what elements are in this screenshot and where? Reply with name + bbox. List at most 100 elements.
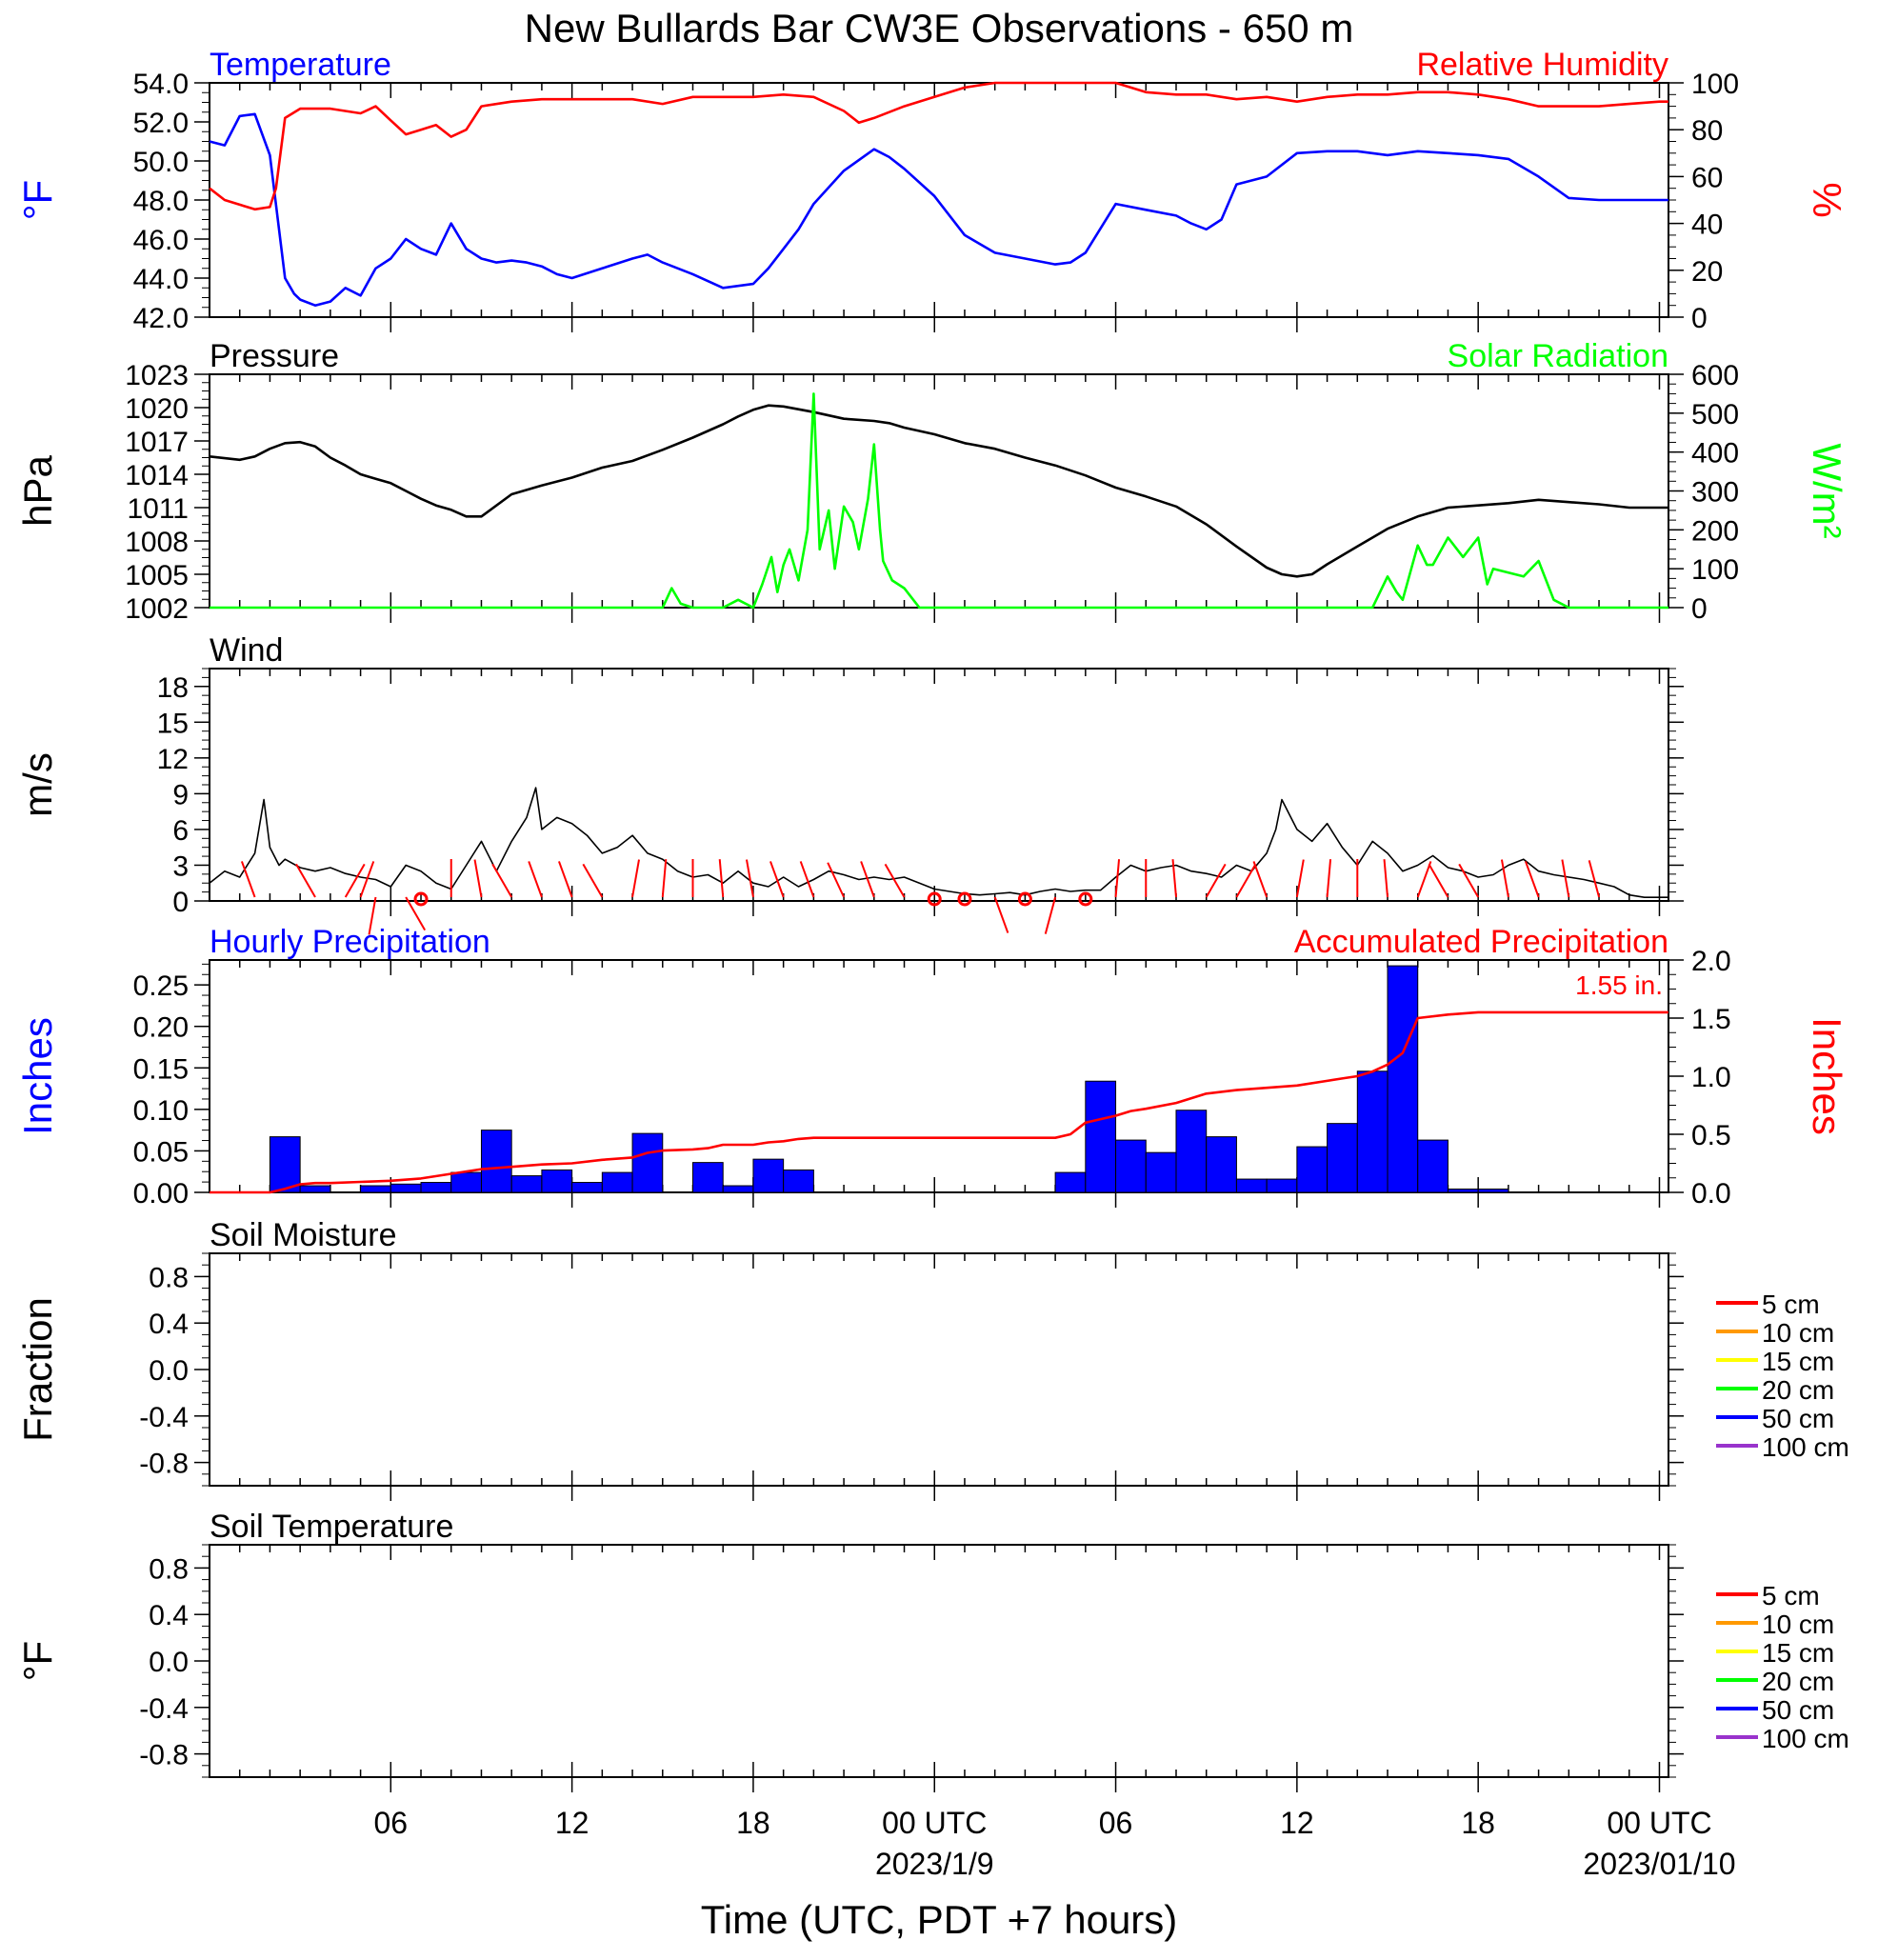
wind-barb [359, 861, 375, 898]
wind-barb [1416, 861, 1432, 898]
y-tick-label-left: 0.20 [133, 1012, 189, 1044]
x-tick-label: 18 [1461, 1806, 1495, 1840]
wind-barb [769, 861, 785, 898]
y-tick-label-left: 1017 [125, 427, 189, 458]
wind-calm-marker [1078, 891, 1093, 907]
precip-bar [1085, 1080, 1117, 1193]
y-tick-label-left: 0.8 [149, 1553, 189, 1585]
y-axis-title-left: °F [15, 180, 60, 220]
precip-bar [1115, 1139, 1147, 1193]
wind-barb [1295, 859, 1305, 898]
y-tick-label-left: 52.0 [133, 108, 189, 139]
panel-frame [209, 668, 1669, 902]
precip-bar [1327, 1123, 1358, 1193]
wind-barb [491, 863, 513, 898]
y-tick-label-right: 600 [1691, 360, 1739, 391]
panel-temp-rh [194, 81, 1684, 332]
wind-barb [1044, 896, 1057, 934]
y-tick-label-left: 0.0 [149, 1355, 189, 1387]
y-tick-label-right: 20 [1691, 256, 1723, 288]
wind-barb [746, 859, 754, 898]
panel-label-right: Solar Radiation [1448, 338, 1668, 374]
y-tick-label-left: 15 [157, 708, 189, 739]
y-tick-label-left: 46.0 [133, 225, 189, 256]
legend-label: 10 cm [1762, 1610, 1834, 1639]
wind-barb [993, 896, 1009, 933]
precip-bar [541, 1169, 573, 1193]
x-axis-title: Time (UTC, PDT +7 hours) [701, 1897, 1178, 1942]
y-tick-label-right: 100 [1691, 69, 1739, 100]
precip-bar [510, 1175, 543, 1193]
y-tick-label-left: 1023 [125, 360, 189, 391]
series-line-0 [209, 787, 1668, 899]
wind-barb [1588, 860, 1601, 898]
y-tick-label-left: 1011 [127, 493, 189, 525]
precip-bar [631, 1132, 664, 1193]
x-tick-label: 12 [555, 1806, 589, 1840]
panel-label-left: Soil Moisture [210, 1217, 397, 1253]
precip-bar [1477, 1189, 1509, 1193]
panel-label-left: Pressure [210, 338, 339, 374]
series-line-0 [209, 112, 1668, 308]
y-tick-label-left: -0.8 [139, 1740, 189, 1771]
wind-barb [582, 863, 604, 898]
panel-soil-moisture [194, 1252, 1758, 1501]
wind-calm-marker [413, 891, 429, 907]
panel-frame [209, 959, 1669, 1193]
precip-bar [299, 1185, 331, 1193]
wind-barb [661, 859, 668, 898]
precip-bar [1206, 1136, 1237, 1193]
total-annotation: 1.55 in. [1575, 970, 1663, 1000]
wind-barb [718, 859, 725, 898]
series-line-1 [210, 392, 1668, 610]
y-tick-label-left: 0 [172, 887, 189, 918]
wind-barb [799, 861, 815, 898]
x-tick-label: 06 [374, 1806, 409, 1840]
y-tick-label-left: 3 [172, 850, 189, 882]
wind-barb [1524, 861, 1540, 898]
wind-barb [1383, 859, 1389, 898]
precip-bar [752, 1158, 785, 1193]
precip-bar [601, 1171, 633, 1193]
y-tick-label-left: 6 [172, 815, 189, 847]
wind-barb [860, 861, 875, 898]
y-tick-label-right: 0.5 [1691, 1120, 1731, 1151]
y-tick-label-left: 0.0 [149, 1647, 189, 1678]
precip-bar [1266, 1178, 1298, 1193]
x-tick-label: 12 [1280, 1806, 1314, 1840]
wind-calm-marker [927, 891, 942, 907]
legend-label: 5 cm [1762, 1581, 1820, 1610]
y-tick-label-left: 54.0 [133, 69, 189, 100]
y-tick-label-left: 1014 [125, 460, 189, 491]
precip-bar [420, 1182, 452, 1193]
legend-label: 15 cm [1762, 1638, 1834, 1668]
y-tick-label-left: 50.0 [133, 147, 189, 178]
wind-barb [558, 861, 573, 898]
x-date-label: 2023/1/9 [875, 1847, 994, 1881]
wind-barb [368, 896, 377, 935]
wind-barb [1114, 859, 1121, 898]
precip-bar [1447, 1189, 1479, 1193]
panel-frame [209, 1544, 1669, 1778]
y-tick-label-right: 80 [1691, 115, 1723, 147]
x-date-label: 2023/01/10 [1583, 1847, 1735, 1881]
wind-barb [1326, 859, 1332, 898]
y-tick-label-right: 1.0 [1691, 1062, 1731, 1093]
panel-label-right: Relative Humidity [1416, 47, 1668, 83]
wind-barb [344, 863, 366, 898]
precip-bar [722, 1185, 754, 1193]
y-tick-label-left: -0.8 [139, 1449, 189, 1480]
wind-barb [295, 863, 316, 898]
y-tick-label-left: 0.10 [133, 1095, 189, 1127]
y-tick-label-left: 0.05 [133, 1136, 189, 1168]
wind-barb [1252, 861, 1269, 898]
precip-bar [1054, 1171, 1087, 1193]
wind-barb [1500, 859, 1509, 898]
wind-barb [405, 896, 427, 931]
legend-label: 20 cm [1762, 1667, 1834, 1696]
precip-bar [1145, 1151, 1177, 1193]
legend-label: 50 cm [1762, 1695, 1834, 1725]
wind-barb [631, 859, 640, 898]
